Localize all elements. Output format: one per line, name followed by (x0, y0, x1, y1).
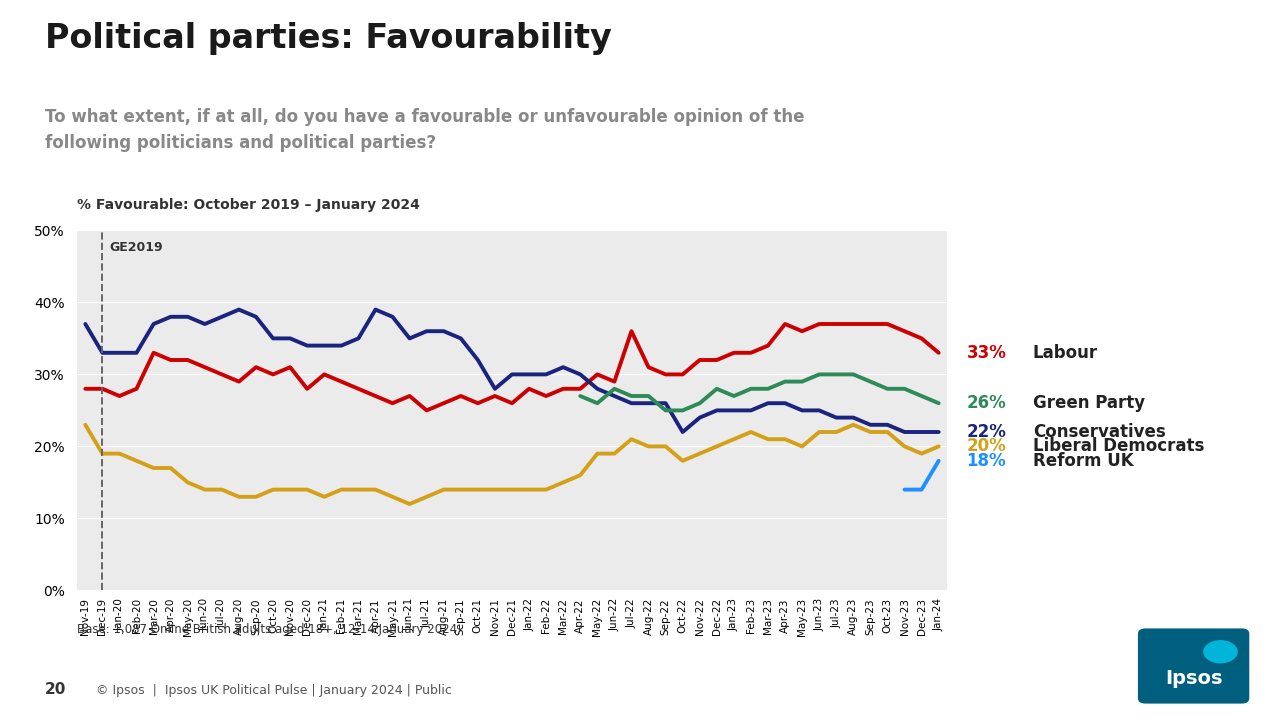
Text: GE2019: GE2019 (109, 241, 163, 254)
Text: Reform UK: Reform UK (1033, 452, 1134, 470)
Text: % Favourable: October 2019 – January 2024: % Favourable: October 2019 – January 202… (77, 199, 420, 212)
Text: 26%: 26% (966, 395, 1006, 412)
Text: 18%: 18% (966, 452, 1006, 470)
Text: Conservatives: Conservatives (1033, 423, 1166, 441)
Text: 20: 20 (45, 682, 67, 697)
Text: © Ipsos  |  Ipsos UK Political Pulse | January 2024 | Public: © Ipsos | Ipsos UK Political Pulse | Jan… (96, 684, 452, 697)
Text: 20%: 20% (966, 437, 1006, 455)
Text: Political parties: Favourability: Political parties: Favourability (45, 22, 612, 55)
Text: To what extent, if at all, do you have a favourable or unfavourable opinion of t: To what extent, if at all, do you have a… (45, 108, 804, 153)
Text: 33%: 33% (966, 344, 1006, 361)
Text: Base: 1,087 Online British adults aged 18+, 12-14 January 2024: Base: 1,087 Online British adults aged 1… (77, 623, 457, 636)
Text: Labour: Labour (1033, 344, 1098, 361)
Text: Liberal Democrats: Liberal Democrats (1033, 437, 1204, 455)
Text: Green Party: Green Party (1033, 395, 1146, 412)
Text: Ipsos: Ipsos (1165, 670, 1222, 688)
Text: 22%: 22% (966, 423, 1006, 441)
Circle shape (1203, 640, 1238, 663)
FancyBboxPatch shape (1138, 629, 1249, 703)
